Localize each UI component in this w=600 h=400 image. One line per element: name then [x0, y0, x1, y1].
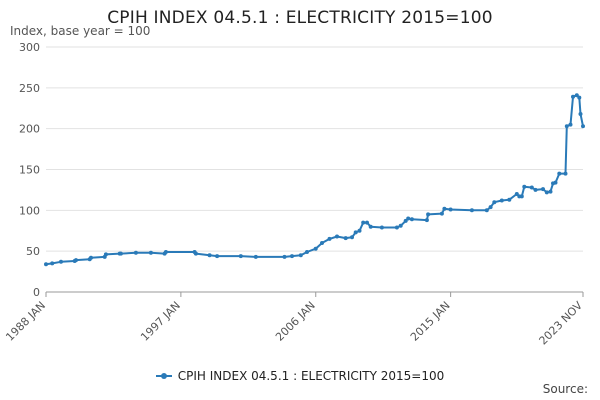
x-tick-label: 1997 JAN — [138, 299, 183, 344]
data-point[interactable] — [574, 93, 579, 98]
data-point[interactable] — [290, 254, 294, 259]
data-point[interactable] — [409, 217, 414, 222]
y-tick-label: 250 — [19, 82, 40, 95]
data-point[interactable] — [238, 254, 243, 259]
data-point[interactable] — [484, 208, 489, 213]
data-point[interactable] — [118, 251, 123, 256]
y-tick-label: 200 — [19, 123, 40, 136]
data-point[interactable] — [365, 220, 369, 225]
data-point[interactable] — [442, 206, 447, 211]
data-point[interactable] — [564, 124, 569, 129]
data-point[interactable] — [215, 254, 220, 259]
data-point[interactable] — [335, 234, 339, 239]
data-point[interactable] — [320, 241, 324, 245]
legend-label: CPIH INDEX 04.5.1 : ELECTRICITY 2015=100 — [177, 369, 445, 383]
data-point[interactable] — [327, 236, 332, 241]
data-point[interactable] — [522, 184, 527, 189]
data-point[interactable] — [103, 252, 108, 257]
data-point[interactable] — [163, 250, 168, 254]
y-axis-label: Index, base year = 100 — [10, 24, 151, 38]
y-tick-label: 0 — [33, 286, 40, 299]
chart-title: CPIH INDEX 04.5.1 : ELECTRICITY 2015=100 — [107, 8, 493, 28]
data-point[interactable] — [350, 235, 354, 240]
data-point[interactable] — [533, 187, 538, 192]
series-line — [45, 94, 584, 266]
data-point[interactable] — [89, 255, 93, 260]
data-point[interactable] — [488, 205, 493, 210]
data-point[interactable] — [507, 197, 512, 202]
data-point[interactable] — [379, 225, 384, 230]
data-point[interactable] — [59, 259, 63, 264]
data-point[interactable] — [361, 220, 366, 225]
data-point[interactable] — [394, 225, 399, 230]
data-point[interactable] — [74, 258, 78, 263]
data-point[interactable] — [44, 262, 48, 267]
data-point[interactable] — [439, 211, 444, 216]
y-tick-label: 300 — [19, 41, 40, 54]
x-tick-label: 1988 JAN — [3, 299, 48, 344]
data-point[interactable] — [577, 95, 582, 100]
data-point[interactable] — [343, 236, 348, 241]
legend[interactable]: CPIH INDEX 04.5.1 : ELECTRICITY 2015=100 — [0, 366, 600, 383]
data-point[interactable] — [253, 254, 258, 259]
data-point[interactable] — [544, 190, 549, 195]
data-point[interactable] — [519, 194, 524, 199]
gridlines — [46, 46, 583, 293]
axes: 0 50 100 150 200 250 300 1988 JAN 1997 JAN 2006 J… — [3, 41, 585, 348]
data-point[interactable] — [357, 228, 362, 233]
data-point[interactable] — [568, 122, 573, 127]
data-point[interactable] — [133, 250, 138, 255]
y-tick-label: 150 — [19, 164, 40, 177]
y-tick-label: 50 — [26, 245, 40, 258]
data-point[interactable] — [193, 251, 198, 256]
x-tick-label: 2023 NOV — [537, 299, 586, 348]
series-line-path — [45, 94, 584, 266]
data-point[interactable] — [406, 216, 411, 221]
y-tick-label: 100 — [19, 204, 40, 217]
data-point[interactable] — [578, 112, 583, 116]
data-point[interactable] — [553, 180, 558, 185]
data-point[interactable] — [514, 192, 519, 196]
data-point[interactable] — [353, 230, 358, 235]
x-tick-label: 2015 JAN — [408, 299, 453, 344]
data-point[interactable] — [499, 198, 504, 203]
data-point[interactable] — [563, 171, 568, 176]
data-point[interactable] — [403, 218, 408, 223]
data-point[interactable] — [548, 189, 553, 194]
data-point[interactable] — [448, 207, 453, 212]
data-point[interactable] — [529, 185, 534, 190]
data-points — [44, 93, 585, 267]
data-point[interactable] — [313, 246, 318, 251]
data-point[interactable] — [298, 253, 303, 258]
x-tick-label: 2006 JAN — [273, 299, 318, 344]
legend-item[interactable]: CPIH INDEX 04.5.1 : ELECTRICITY 2015=100 — [155, 369, 445, 383]
data-point[interactable] — [148, 250, 153, 255]
data-point[interactable] — [282, 254, 287, 259]
data-point[interactable] — [492, 200, 497, 205]
data-point[interactable] — [469, 208, 474, 213]
data-point[interactable] — [424, 218, 429, 223]
legend-swatch-icon — [155, 373, 172, 379]
data-point[interactable] — [581, 124, 585, 129]
data-point[interactable] — [571, 94, 575, 99]
data-point[interactable] — [305, 250, 309, 254]
data-point[interactable] — [541, 187, 545, 192]
data-point[interactable] — [398, 223, 403, 228]
data-point[interactable] — [207, 253, 212, 258]
data-point[interactable] — [368, 224, 373, 229]
data-point[interactable] — [426, 212, 431, 217]
data-point[interactable] — [50, 261, 55, 266]
source-label: Source: — [542, 382, 588, 396]
data-point[interactable] — [557, 171, 562, 176]
